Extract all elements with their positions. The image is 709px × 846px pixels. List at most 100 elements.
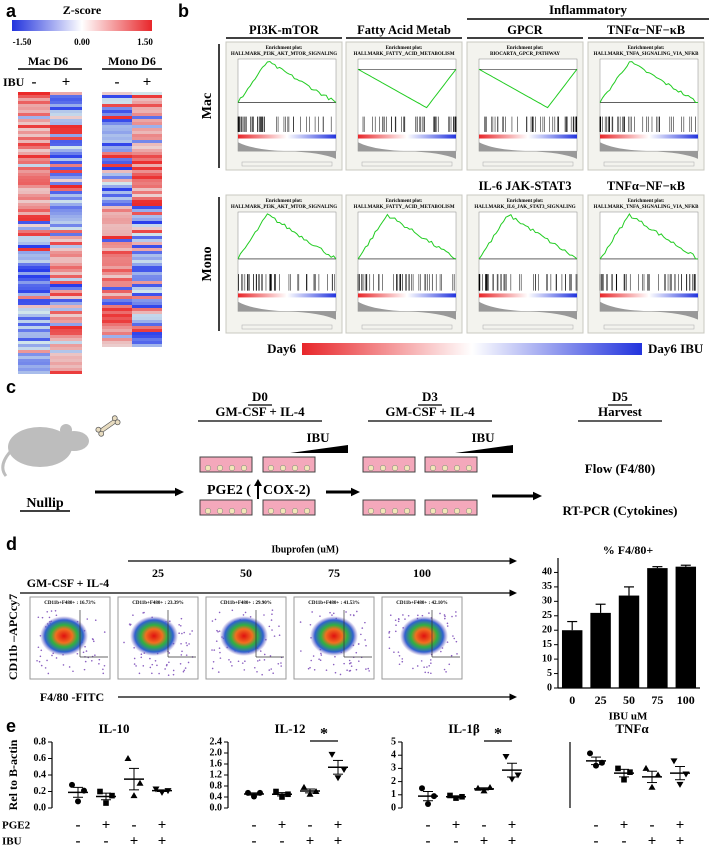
dose-wedge — [455, 445, 513, 453]
heatmap-cell — [50, 107, 82, 110]
heatmap-cell — [18, 251, 50, 254]
event — [310, 659, 313, 662]
point — [75, 798, 81, 805]
media-label: GM-CSF + IL-4 — [385, 404, 475, 419]
point — [103, 800, 109, 806]
cell — [429, 507, 437, 515]
note: COX-2) — [263, 483, 311, 498]
event — [50, 610, 53, 612]
cell — [303, 507, 311, 515]
heatmap-cell — [102, 335, 132, 338]
event — [398, 654, 401, 657]
event — [123, 641, 125, 644]
heatmap-cell — [18, 95, 50, 98]
heatmap-cell — [18, 101, 50, 104]
heatmap-cell — [50, 104, 82, 107]
event — [168, 661, 170, 664]
point — [682, 771, 690, 778]
axis-label: F4/80 -FITC — [40, 690, 104, 704]
dish — [262, 499, 316, 516]
point — [164, 788, 172, 795]
heatmap-cell — [132, 128, 162, 131]
heatmap-cell — [102, 101, 132, 104]
heatmap-cell — [132, 341, 162, 344]
heatmap-cell — [18, 326, 50, 329]
heatmap-cell — [18, 353, 50, 356]
heatmap-cell — [18, 245, 50, 248]
plot-heading: PI3K-mTOR — [249, 23, 320, 37]
dose-label: 75 — [328, 566, 340, 580]
heatmap-cell — [102, 167, 132, 170]
event — [271, 609, 274, 611]
event — [218, 647, 221, 649]
point — [328, 751, 336, 758]
event — [151, 663, 154, 666]
heatmap-cell — [102, 281, 132, 284]
heatmap-cell — [102, 146, 132, 149]
event — [133, 663, 136, 665]
event — [48, 616, 51, 619]
event — [40, 664, 43, 667]
heatmap-cell — [132, 152, 162, 155]
event — [446, 622, 449, 625]
heatmap-cell — [18, 317, 50, 320]
y-tick-label: 0.4 — [34, 769, 47, 780]
event — [62, 664, 65, 666]
cell — [204, 507, 212, 515]
plot-legend — [361, 324, 453, 330]
plot-heading: IL-6 JAK-STAT3 — [479, 179, 572, 193]
point — [279, 794, 285, 800]
event — [452, 635, 454, 637]
heatmap-cell — [50, 302, 82, 305]
cell — [453, 464, 461, 472]
cell — [465, 464, 473, 472]
heatmap-cell — [132, 164, 162, 167]
heatmap-cell — [132, 146, 162, 149]
event — [357, 643, 360, 645]
heatmap-cell — [132, 323, 162, 326]
event — [319, 615, 321, 617]
event — [102, 668, 104, 671]
heatmap-cell — [132, 215, 162, 218]
cell — [216, 507, 224, 515]
cell — [240, 507, 248, 515]
cell — [267, 464, 275, 472]
event — [218, 630, 221, 632]
event — [213, 649, 216, 651]
event — [140, 656, 143, 659]
heatmap-cell — [102, 287, 132, 290]
heatmap-cell — [50, 323, 82, 326]
heatmap-cell — [132, 293, 162, 296]
heatmap-cell — [18, 128, 50, 131]
heatmap-cell — [50, 305, 82, 308]
heatmap-cell — [132, 227, 162, 230]
heatmap-cell — [18, 194, 50, 197]
heatmap-cell — [102, 344, 132, 347]
heatmap-cell — [132, 275, 162, 278]
heatmap-cell — [18, 230, 50, 233]
heatmap-cell — [18, 161, 50, 164]
heatmap-cell — [50, 353, 82, 356]
plot-subtitle: Enrichment plot: — [507, 199, 544, 204]
event — [269, 655, 272, 657]
event — [439, 612, 441, 615]
heatmap-cell — [102, 128, 132, 131]
arrow-head — [509, 589, 517, 597]
event — [397, 617, 400, 620]
heatmap-cell — [132, 281, 162, 284]
mouse-body — [8, 427, 72, 467]
heatmap-cell — [102, 125, 132, 128]
event — [181, 650, 183, 653]
event — [40, 649, 43, 652]
heatmap-cell — [102, 242, 132, 245]
heatmap-cell — [18, 206, 50, 209]
heatmap-cell — [50, 299, 82, 302]
assay: RT-PCR (Cytokines) — [563, 503, 678, 518]
plot-subtitle: Enrichment plot: — [507, 46, 544, 51]
point — [109, 792, 115, 799]
panel-letter: d — [6, 534, 17, 554]
heatmap-cell — [18, 179, 50, 182]
heatmap-cell — [50, 101, 82, 104]
event — [313, 668, 316, 671]
heatmap-cell — [50, 119, 82, 122]
